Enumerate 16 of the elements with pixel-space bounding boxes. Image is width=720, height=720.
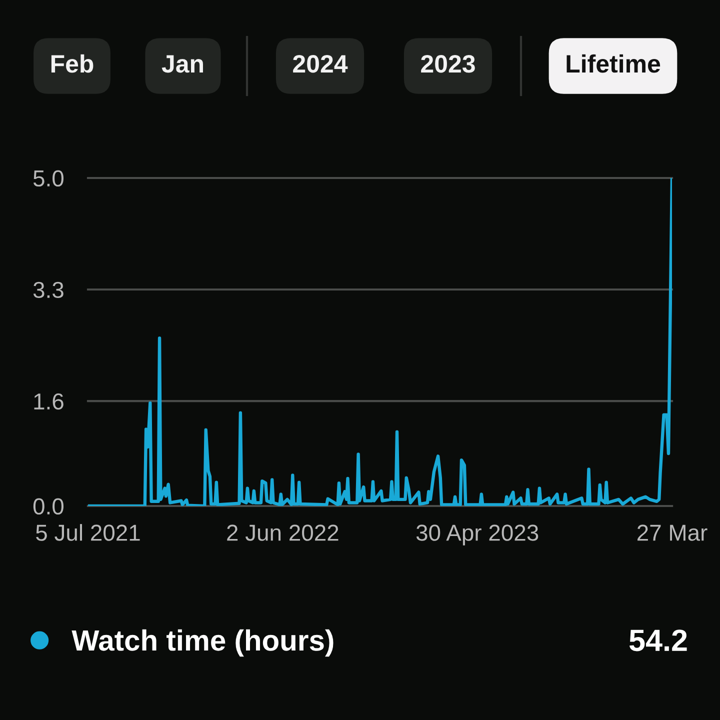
text: 2024	[293, 55, 348, 73]
text: 2023	[421, 55, 475, 73]
y-tick-label: 3.3	[33, 282, 64, 298]
line-series	[88, 178, 672, 506]
x-tick-label: 30 Apr 2023	[416, 524, 538, 546]
text: Feb	[51, 54, 94, 73]
legend-label: Watch time (hours)	[72, 629, 334, 657]
y-tick-label: 1.6	[34, 393, 64, 410]
text: Lifetime	[566, 54, 660, 73]
y-tick-label: 0.0	[33, 498, 64, 515]
text: 54.2	[629, 630, 687, 652]
x-tick-label: 27 Mar	[637, 524, 708, 541]
y-tick-label: 5.0	[33, 170, 64, 187]
x-tick-label: 2 Jun 2022	[227, 524, 338, 541]
x-tick-label: 5 Jul 2021	[36, 524, 140, 541]
text: Jan	[162, 55, 203, 73]
